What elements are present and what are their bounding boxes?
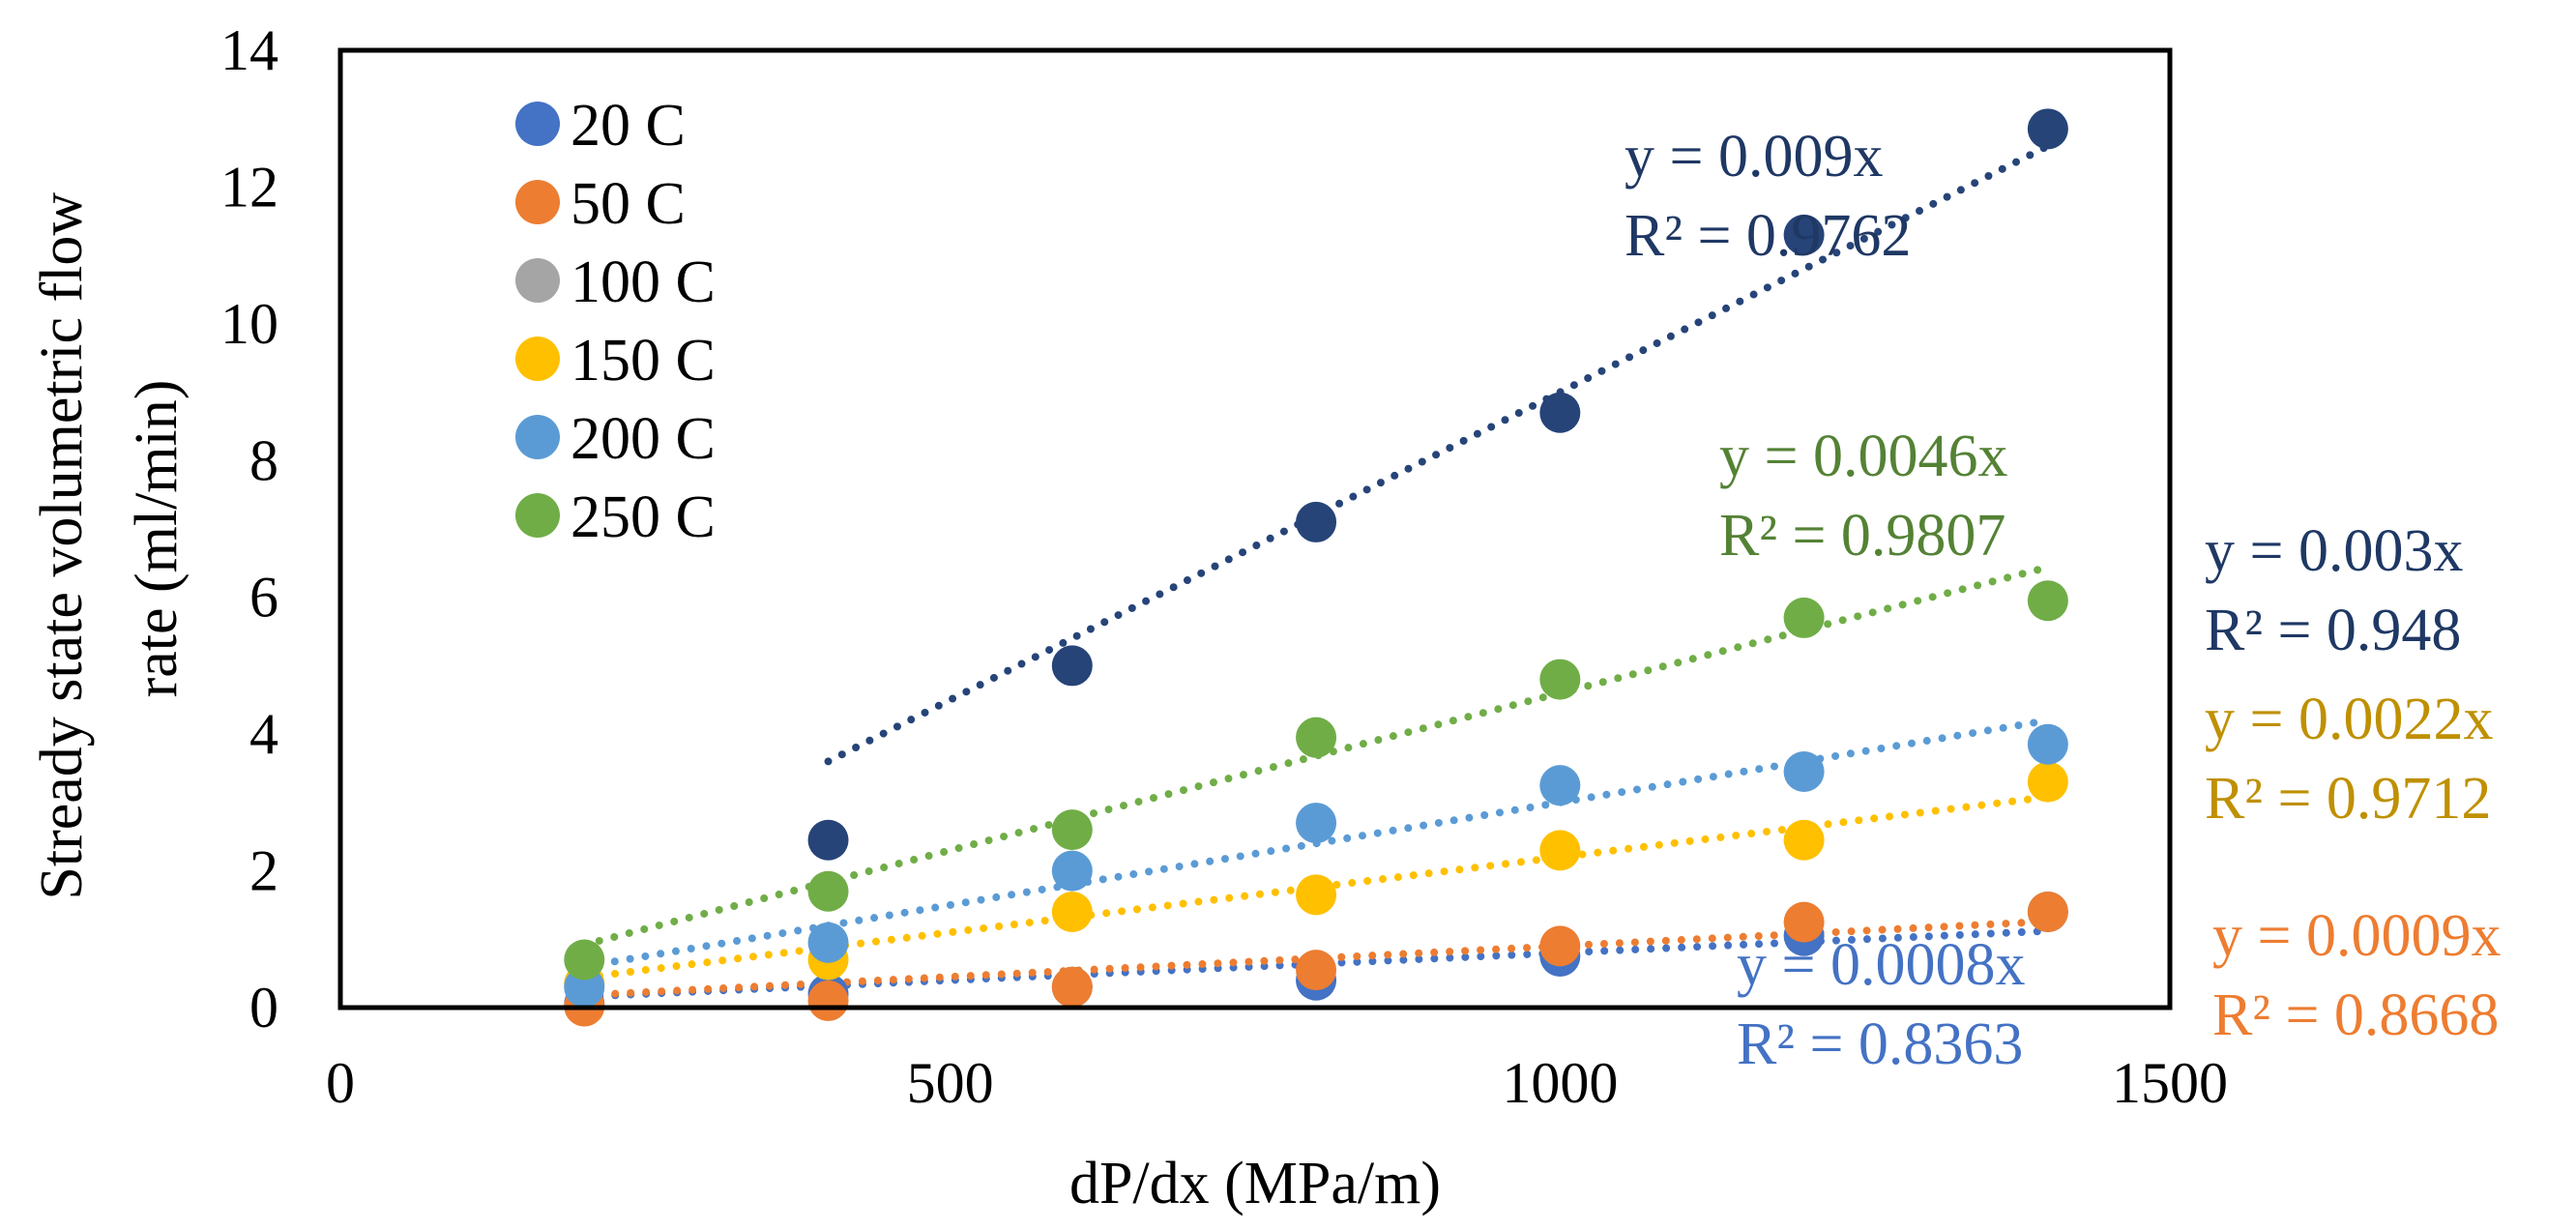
y-tick-label: 8: [249, 428, 278, 492]
data-points: [564, 108, 2068, 1027]
x-axis-title: dP/dx (MPa/m): [1069, 1151, 1441, 1216]
data-point-extra: [2027, 108, 2068, 150]
x-tick-label: 1000: [1502, 1051, 1618, 1115]
legend-label-150-c: 150 C: [571, 328, 716, 394]
equation-150-c: y = 0.0022x: [2205, 687, 2493, 752]
r-squared-150-c: R² = 0.9712: [2205, 766, 2491, 832]
legend-marker-150-c: [515, 337, 560, 381]
y-tick-label: 10: [220, 292, 278, 356]
data-point-150-c: [2027, 761, 2068, 803]
data-point-150-c: [1783, 819, 1825, 861]
y-tick-label: 4: [249, 702, 278, 766]
data-point-50-c: [1783, 901, 1825, 943]
data-point-200-c: [1539, 765, 1581, 806]
data-point-200-c: [1783, 751, 1825, 793]
r-squared-50-c: R² = 0.8668: [2212, 982, 2499, 1048]
legend-marker-250-c: [515, 493, 560, 538]
r-squared-200-c: R² = 0.948: [2205, 598, 2461, 663]
legend-label-50-c: 50 C: [571, 171, 686, 237]
data-point-50-c: [1539, 925, 1581, 967]
equation-20-c: y = 0.0008x: [1737, 932, 2025, 998]
equation-extra: y = 0.009x: [1625, 124, 1883, 190]
x-tick-label: 1500: [2112, 1051, 2228, 1115]
y-tick-label: 2: [249, 839, 278, 903]
legend: 20 C 50 C 100 C 150 C 200 C 250 C: [515, 93, 716, 550]
legend-label-20-c: 20 C: [571, 93, 686, 159]
equation-50-c: y = 0.0009x: [2212, 903, 2501, 969]
y-tick-label: 6: [249, 566, 278, 630]
r-squared-250-c: R² = 0.9807: [1719, 503, 2005, 569]
data-point-250-c: [807, 870, 849, 912]
y-axis-title-line-1: Stready state volumetric flow: [29, 192, 95, 900]
equation-200-c: y = 0.003x: [2205, 518, 2463, 584]
data-point-250-c: [1783, 597, 1825, 638]
data-point-250-c: [1051, 809, 1093, 851]
legend-marker-200-c: [515, 415, 560, 459]
data-point-250-c: [2027, 580, 2068, 622]
data-point-200-c: [1051, 850, 1093, 892]
trendline-extra: [824, 142, 2052, 766]
data-point-250-c: [564, 939, 605, 981]
y-tick-label: 12: [220, 155, 278, 219]
legend-label-250-c: 250 C: [571, 484, 716, 550]
data-point-extra: [1783, 214, 1825, 255]
data-point-extra: [807, 819, 849, 861]
legend-marker-20-c: [515, 102, 560, 146]
data-point-extra: [1539, 392, 1581, 433]
data-point-200-c: [807, 922, 849, 963]
data-point-50-c: [807, 980, 849, 1021]
r-squared-extra: R² = 0.9762: [1625, 203, 1911, 269]
data-point-50-c: [1296, 950, 1337, 991]
data-point-extra: [1051, 645, 1093, 687]
legend-marker-50-c: [515, 180, 560, 224]
r-squared-20-c: R² = 0.8363: [1737, 1011, 2023, 1077]
y-axis-ticks: 0 2 4 6 8 10 12 14: [220, 18, 278, 1040]
data-point-50-c: [1051, 966, 1093, 1008]
data-point-150-c: [1051, 892, 1093, 932]
y-axis-title: Stready state volumetric flow rate (ml/m…: [29, 177, 190, 899]
legend-label-200-c: 200 C: [571, 406, 716, 472]
data-point-250-c: [1539, 659, 1581, 700]
data-point-50-c: [2027, 892, 2068, 932]
legend-marker-100-c: [515, 258, 560, 303]
x-axis-ticks: 0 500 1000 1500: [326, 1051, 2228, 1115]
x-tick-label: 0: [326, 1051, 355, 1115]
y-tick-label: 14: [220, 18, 278, 82]
x-tick-label: 500: [907, 1051, 994, 1115]
data-point-extra: [1296, 501, 1337, 542]
data-point-250-c: [1296, 717, 1337, 758]
trendline-equations: y = 0.0008x R² = 0.8363 y = 0.0009x R² = 0.…: [1625, 124, 2501, 1077]
data-point-150-c: [1296, 874, 1337, 916]
data-point-200-c: [2027, 723, 2068, 765]
data-point-200-c: [1296, 803, 1337, 844]
y-tick-label: 0: [249, 976, 278, 1040]
legend-label-100-c: 100 C: [571, 249, 716, 315]
plot-area-frame: [337, 47, 2173, 1010]
data-point-150-c: [1539, 830, 1581, 871]
y-axis-title-line-2: rate (ml/min): [124, 380, 190, 698]
equation-250-c: y = 0.0046x: [1719, 424, 2007, 489]
